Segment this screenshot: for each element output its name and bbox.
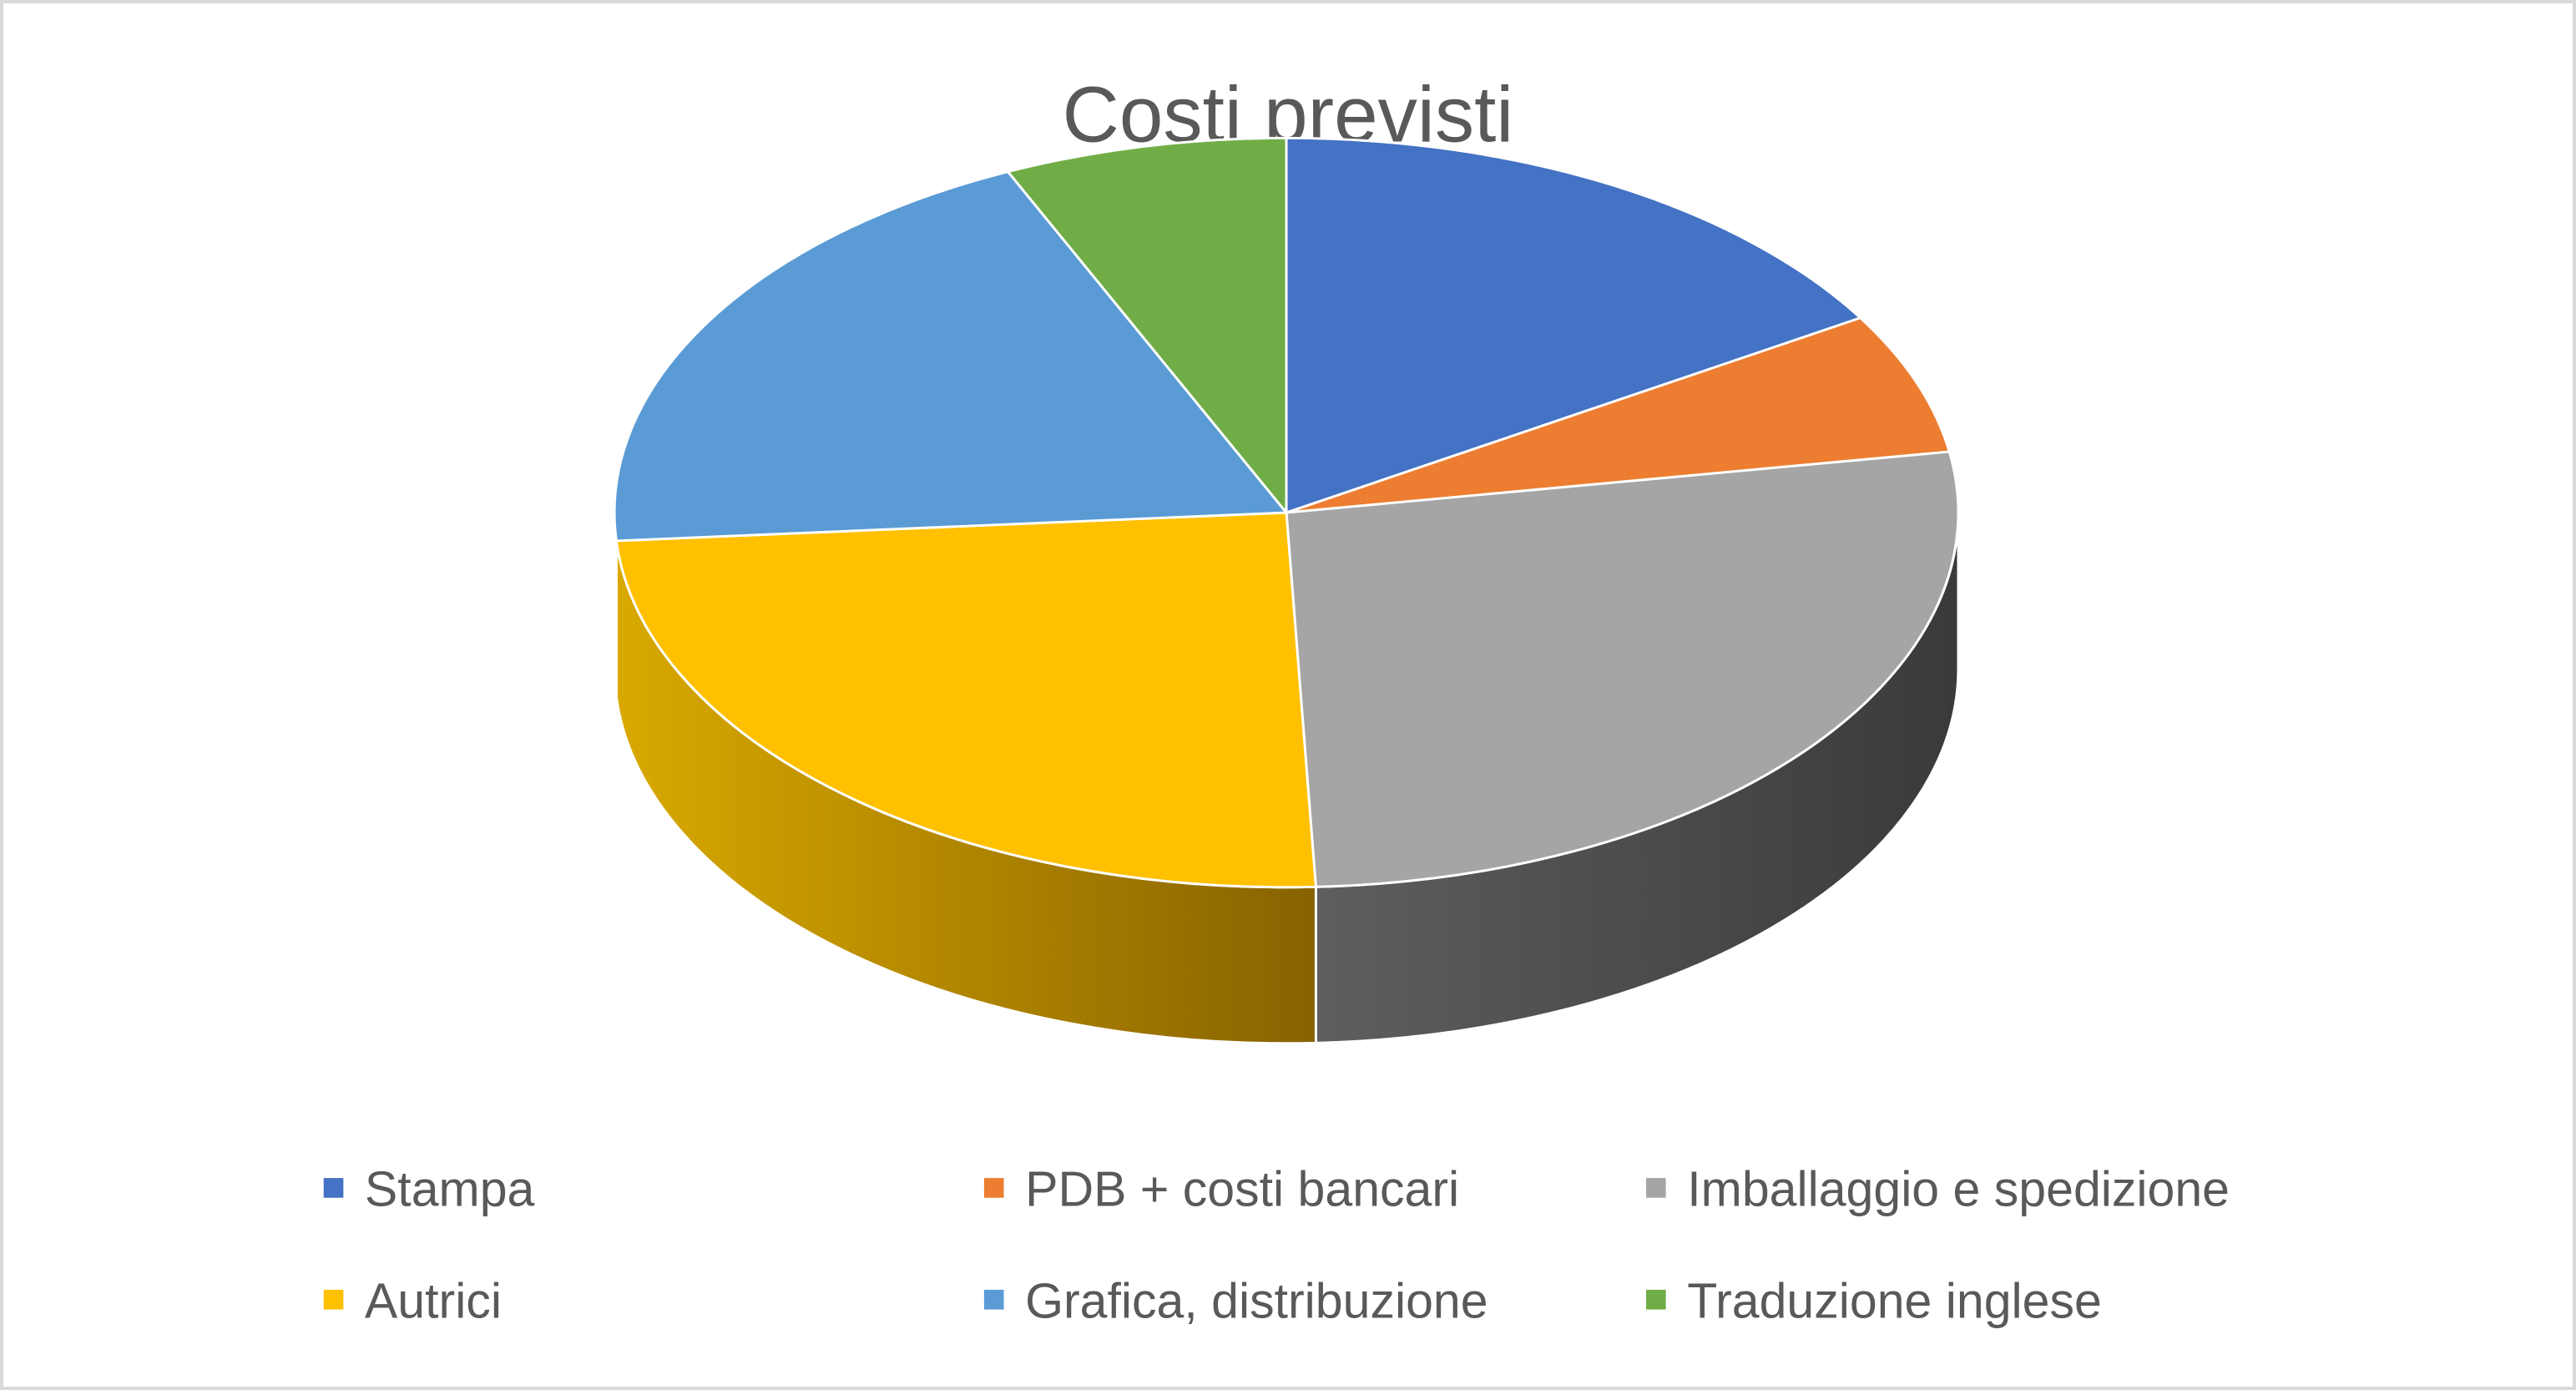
legend-item: Traduzione inglese bbox=[1646, 1273, 2102, 1328]
pie-slice-5 bbox=[1005, 136, 1288, 517]
legend-swatch bbox=[983, 1289, 1004, 1310]
pie-slice-0 bbox=[1285, 136, 1863, 515]
legend-swatch bbox=[323, 1289, 344, 1310]
legend-label: PDB + costi bancari bbox=[1025, 1162, 1459, 1217]
legend-swatch bbox=[1646, 1178, 1666, 1198]
pie-slice-4 bbox=[613, 169, 1290, 543]
legend-swatch bbox=[1646, 1289, 1666, 1310]
legend-item: Autrici bbox=[323, 1273, 502, 1328]
pie-slice-1 bbox=[1285, 316, 1952, 514]
legend-item: PDB + costi bancari bbox=[983, 1162, 1459, 1217]
legend-item: Stampa bbox=[323, 1162, 535, 1217]
legend-item: Grafica, distribuzione bbox=[983, 1273, 1488, 1328]
legend: Stampa PDB + costi bancari Imballaggio e s… bbox=[323, 1162, 2230, 1328]
pie-slice-2 bbox=[1285, 450, 1960, 888]
legend-swatch bbox=[983, 1178, 1004, 1198]
legend-swatch bbox=[323, 1178, 344, 1198]
legend-label: Grafica, distribuzione bbox=[1025, 1273, 1488, 1328]
pie-slice-3 bbox=[614, 511, 1318, 889]
legend-label: Traduzione inglese bbox=[1687, 1273, 2102, 1328]
pie-slices bbox=[613, 136, 1960, 889]
legend-label: Autrici bbox=[365, 1273, 502, 1328]
legend-label: Imballaggio e spedizione bbox=[1687, 1162, 2230, 1217]
legend-item: Imballaggio e spedizione bbox=[1646, 1162, 2230, 1217]
legend-label: Stampa bbox=[365, 1162, 535, 1217]
